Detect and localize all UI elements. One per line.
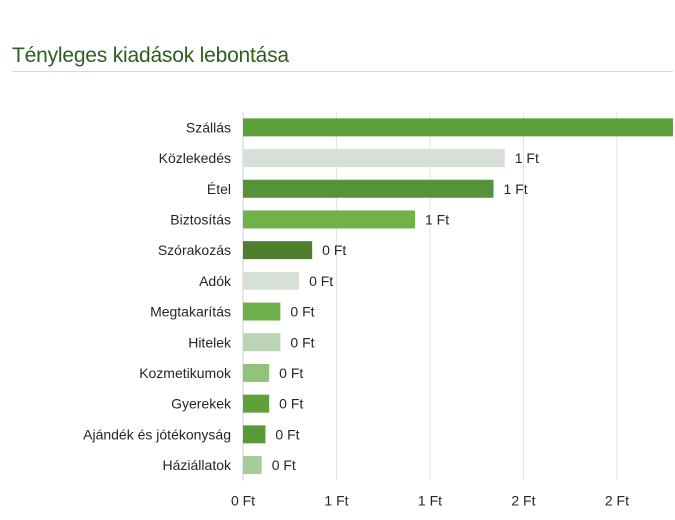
bar: [243, 363, 270, 382]
category-label: Adók: [199, 273, 232, 289]
category-label: Megtakarítás: [150, 304, 231, 320]
bar: [243, 210, 415, 229]
bar: [243, 333, 281, 352]
category-label: Étel: [207, 181, 231, 197]
category-label: Szállás: [186, 119, 231, 135]
bar: [243, 425, 266, 444]
category-label: Biztosítás: [170, 211, 231, 227]
bar: [243, 394, 270, 413]
bar: [243, 118, 673, 137]
category-label: Szórakozás: [158, 242, 231, 258]
bar: [243, 149, 505, 168]
category-label: Háziállatok: [163, 457, 232, 473]
value-label: 1 Ft: [504, 181, 528, 197]
title-divider: [12, 71, 673, 72]
value-label: 0 Ft: [322, 242, 346, 258]
category-label: Hitelek: [188, 334, 232, 350]
bar: [243, 456, 262, 475]
bar: [243, 271, 300, 290]
bar: [243, 302, 281, 321]
value-label: 0 Ft: [275, 426, 299, 442]
x-tick-label: 1 Ft: [324, 492, 348, 508]
value-label: 1 Ft: [515, 150, 539, 166]
category-label: Kozmetikumok: [139, 365, 232, 381]
value-label: 0 Ft: [279, 365, 303, 381]
value-label: 0 Ft: [279, 396, 303, 412]
value-label: 0 Ft: [290, 304, 314, 320]
value-label: 0 Ft: [309, 273, 333, 289]
x-tick-label: 1 Ft: [418, 492, 442, 508]
chart-title: Tényleges kiadások lebontása: [12, 44, 289, 67]
category-label: Gyerekek: [171, 396, 232, 412]
value-label: 0 Ft: [290, 334, 314, 350]
value-label: 0 Ft: [272, 457, 296, 473]
x-tick-label: 0 Ft: [231, 492, 255, 508]
x-tick-label: 2 Ft: [605, 492, 629, 508]
bar: [243, 241, 313, 260]
bar: [243, 179, 494, 198]
x-tick-label: 2 Ft: [511, 492, 535, 508]
category-label: Közlekedés: [159, 150, 231, 166]
value-label: 1 Ft: [425, 211, 449, 227]
category-label: Ajándék és jótékonyság: [83, 426, 231, 442]
